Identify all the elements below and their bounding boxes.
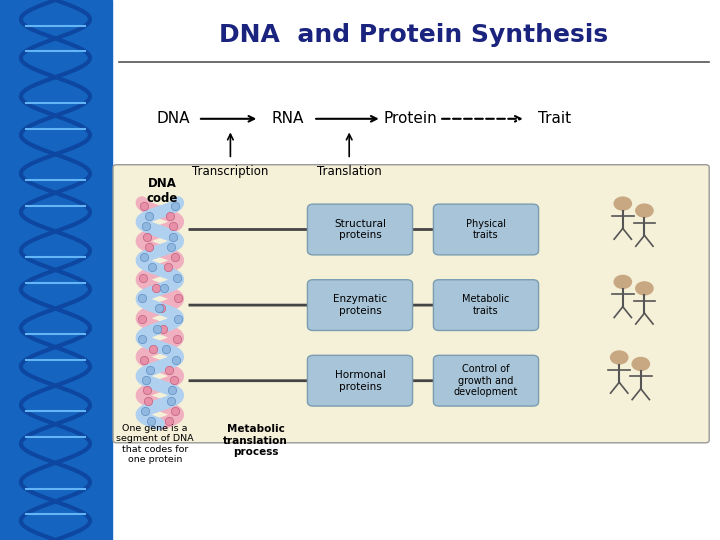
FancyBboxPatch shape xyxy=(307,280,413,330)
Text: Structural
proteins: Structural proteins xyxy=(334,219,386,240)
Text: DNA  and Protein Synthesis: DNA and Protein Synthesis xyxy=(220,23,608,47)
Text: Protein: Protein xyxy=(384,111,437,126)
FancyBboxPatch shape xyxy=(307,204,413,255)
Text: DNA
code: DNA code xyxy=(146,177,178,205)
Bar xyxy=(0,0,112,540)
Text: Physical
traits: Physical traits xyxy=(466,219,506,240)
Text: Enzymatic
proteins: Enzymatic proteins xyxy=(333,294,387,316)
Text: Translation: Translation xyxy=(317,165,382,178)
Circle shape xyxy=(632,357,649,370)
Text: One gene is a
segment of DNA
that codes for
one protein: One gene is a segment of DNA that codes … xyxy=(116,424,194,464)
Circle shape xyxy=(636,204,653,217)
FancyBboxPatch shape xyxy=(113,165,709,443)
Circle shape xyxy=(636,282,653,295)
Text: Transcription: Transcription xyxy=(192,165,269,178)
Text: Trait: Trait xyxy=(538,111,571,126)
Text: RNA: RNA xyxy=(272,111,304,126)
Text: Metabolic
translation
process: Metabolic translation process xyxy=(223,424,288,457)
Text: Hormonal
proteins: Hormonal proteins xyxy=(335,370,385,392)
Circle shape xyxy=(614,275,631,288)
Circle shape xyxy=(611,351,628,364)
FancyBboxPatch shape xyxy=(433,280,539,330)
Circle shape xyxy=(614,197,631,210)
Text: DNA: DNA xyxy=(156,111,189,126)
Text: Metabolic
traits: Metabolic traits xyxy=(462,294,510,316)
FancyBboxPatch shape xyxy=(307,355,413,406)
FancyBboxPatch shape xyxy=(433,204,539,255)
Text: Control of
growth and
development: Control of growth and development xyxy=(454,364,518,397)
FancyBboxPatch shape xyxy=(433,355,539,406)
